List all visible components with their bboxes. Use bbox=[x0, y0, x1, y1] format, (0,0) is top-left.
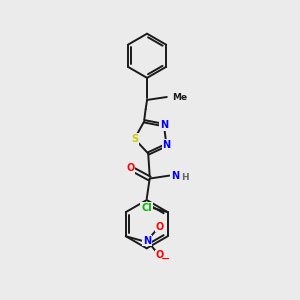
Text: N: N bbox=[160, 120, 168, 130]
Text: −: − bbox=[161, 254, 171, 264]
Text: O: O bbox=[155, 221, 164, 232]
Text: H: H bbox=[181, 172, 189, 182]
Text: S: S bbox=[131, 134, 138, 144]
Text: O: O bbox=[126, 163, 135, 173]
Text: O: O bbox=[155, 250, 164, 260]
Text: N: N bbox=[162, 140, 170, 150]
Text: Cl: Cl bbox=[141, 203, 152, 213]
Text: N: N bbox=[171, 171, 179, 181]
Text: N: N bbox=[143, 236, 151, 246]
Text: Me: Me bbox=[172, 92, 187, 101]
